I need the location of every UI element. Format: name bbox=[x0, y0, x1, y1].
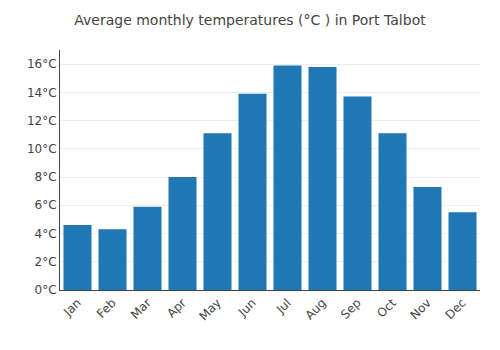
svg-text:14°C: 14°C bbox=[27, 86, 57, 100]
svg-text:Nov: Nov bbox=[407, 296, 433, 322]
svg-text:Oct: Oct bbox=[374, 296, 399, 321]
svg-text:Jan: Jan bbox=[60, 296, 84, 320]
svg-text:Sep: Sep bbox=[338, 296, 364, 322]
svg-text:Apr: Apr bbox=[164, 296, 189, 321]
svg-text:8°C: 8°C bbox=[35, 170, 57, 184]
svg-text:16°C: 16°C bbox=[27, 57, 57, 71]
svg-text:0°C: 0°C bbox=[35, 283, 57, 297]
svg-text:4°C: 4°C bbox=[35, 227, 57, 241]
svg-text:Dec: Dec bbox=[443, 296, 469, 322]
svg-text:Aug: Aug bbox=[302, 296, 328, 322]
svg-text:Mar: Mar bbox=[128, 296, 154, 322]
svg-text:6°C: 6°C bbox=[35, 198, 57, 212]
svg-text:Average monthly temperatures (: Average monthly temperatures (°C ) in Po… bbox=[74, 12, 426, 28]
svg-text:May: May bbox=[196, 296, 223, 323]
svg-text:10°C: 10°C bbox=[27, 142, 57, 156]
svg-text:Jul: Jul bbox=[273, 296, 294, 317]
svg-text:12°C: 12°C bbox=[27, 114, 57, 128]
svg-text:Feb: Feb bbox=[94, 296, 119, 321]
svg-text:Jun: Jun bbox=[235, 296, 259, 320]
svg-text:2°C: 2°C bbox=[35, 255, 57, 269]
